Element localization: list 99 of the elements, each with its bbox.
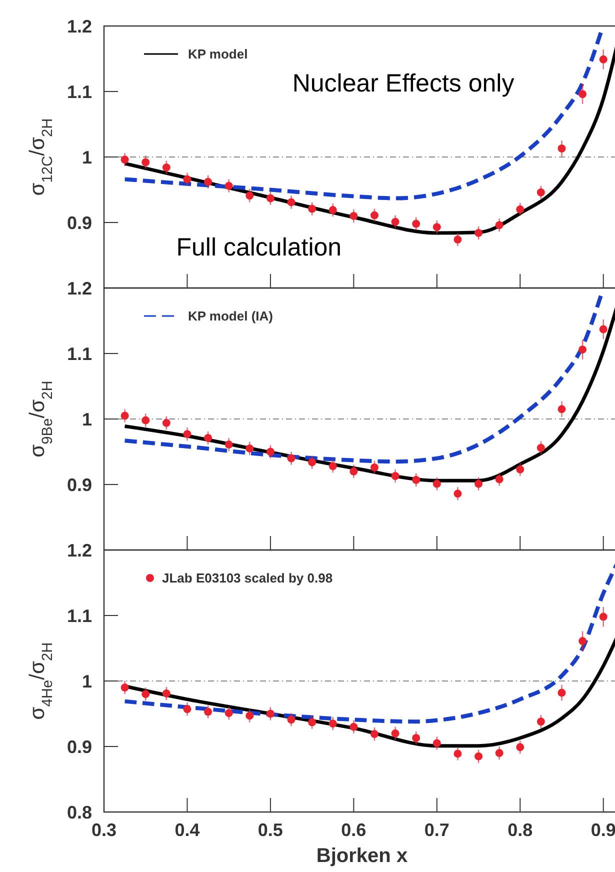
point bbox=[350, 212, 358, 220]
point bbox=[558, 688, 566, 697]
point bbox=[516, 743, 524, 752]
point bbox=[287, 454, 296, 462]
y-tick-label: 1.2 bbox=[66, 278, 92, 298]
annotation: Nuclear Effects only bbox=[292, 70, 515, 98]
point bbox=[391, 472, 400, 480]
point bbox=[474, 752, 483, 760]
point bbox=[536, 188, 545, 196]
y-tick-label: 0.9 bbox=[66, 736, 92, 757]
point bbox=[246, 192, 254, 200]
point bbox=[578, 346, 587, 354]
point bbox=[454, 750, 462, 758]
y-tick-label: 1.2 bbox=[66, 540, 92, 560]
y-tick-label: 0.8 bbox=[66, 802, 92, 822]
point bbox=[204, 178, 212, 186]
point bbox=[370, 463, 378, 472]
point bbox=[558, 405, 566, 414]
point bbox=[558, 144, 566, 152]
point bbox=[454, 490, 462, 498]
y-tick-label: 1.1 bbox=[66, 344, 92, 364]
point bbox=[599, 325, 608, 334]
point bbox=[516, 205, 524, 214]
point bbox=[224, 709, 233, 718]
point bbox=[599, 55, 608, 64]
point bbox=[224, 182, 233, 190]
point bbox=[287, 198, 296, 206]
point bbox=[308, 458, 316, 466]
point bbox=[432, 739, 441, 748]
point bbox=[266, 710, 274, 718]
y-tick-label: 0.9 bbox=[66, 212, 92, 233]
point bbox=[432, 480, 441, 488]
line-series bbox=[122, 30, 603, 200]
point bbox=[391, 218, 400, 226]
point bbox=[162, 163, 170, 172]
point bbox=[412, 220, 420, 228]
legend-label: JLab E03103 scaled by 0.98 bbox=[162, 570, 333, 586]
y-tick-label: 0.9 bbox=[66, 474, 92, 495]
point bbox=[350, 467, 358, 476]
y-tick-label: 1 bbox=[82, 409, 92, 430]
x-tick-label: 0.8 bbox=[508, 820, 533, 840]
y-tick-label: 1 bbox=[82, 671, 92, 692]
x-tick-label: 0.5 bbox=[258, 820, 283, 840]
y-tick-label: 1 bbox=[82, 147, 92, 168]
point bbox=[454, 236, 462, 244]
point bbox=[536, 444, 545, 452]
point bbox=[578, 637, 587, 646]
point bbox=[308, 204, 316, 213]
point bbox=[142, 416, 150, 424]
x-tick-label: 0.3 bbox=[91, 820, 117, 840]
point bbox=[370, 211, 378, 220]
point bbox=[474, 480, 483, 488]
point bbox=[328, 462, 337, 470]
point bbox=[516, 465, 524, 474]
point bbox=[162, 418, 170, 427]
point bbox=[246, 712, 254, 720]
point bbox=[224, 440, 233, 449]
legend-label: KP model (IA) bbox=[188, 308, 273, 324]
point bbox=[204, 434, 212, 442]
x-tick-label: 0.9 bbox=[590, 820, 615, 840]
point bbox=[120, 412, 129, 420]
point bbox=[432, 223, 441, 232]
point bbox=[120, 156, 129, 164]
point bbox=[183, 705, 192, 714]
point bbox=[162, 689, 170, 698]
point bbox=[246, 444, 254, 452]
y-tick-label: 1.1 bbox=[66, 606, 92, 626]
x-axis-title: Bjorken x bbox=[316, 845, 408, 867]
point bbox=[495, 749, 504, 758]
point bbox=[266, 194, 274, 202]
point bbox=[370, 730, 378, 738]
point bbox=[328, 720, 337, 728]
y-tick-label: 1.1 bbox=[66, 82, 92, 102]
x-tick-label: 0.7 bbox=[424, 820, 450, 840]
point bbox=[142, 690, 150, 698]
point bbox=[412, 734, 420, 742]
point bbox=[474, 228, 483, 237]
point bbox=[412, 476, 420, 484]
y-tick-label: 1.2 bbox=[66, 16, 92, 36]
point bbox=[266, 448, 274, 456]
point bbox=[536, 718, 545, 726]
point bbox=[308, 718, 316, 726]
point bbox=[142, 158, 150, 166]
point bbox=[495, 475, 504, 484]
point bbox=[204, 708, 212, 716]
x-tick-label: 0.6 bbox=[341, 820, 366, 840]
point bbox=[183, 175, 192, 184]
annotation: Full calculation bbox=[176, 233, 342, 262]
point bbox=[578, 90, 587, 98]
point bbox=[287, 716, 296, 724]
point bbox=[599, 612, 608, 621]
x-tick-label: 0.4 bbox=[174, 820, 200, 840]
point bbox=[183, 430, 192, 438]
point bbox=[495, 221, 504, 230]
legend-label: KP model bbox=[188, 46, 248, 62]
point bbox=[120, 684, 129, 692]
point bbox=[328, 206, 337, 214]
point bbox=[391, 729, 400, 738]
point bbox=[350, 722, 358, 731]
